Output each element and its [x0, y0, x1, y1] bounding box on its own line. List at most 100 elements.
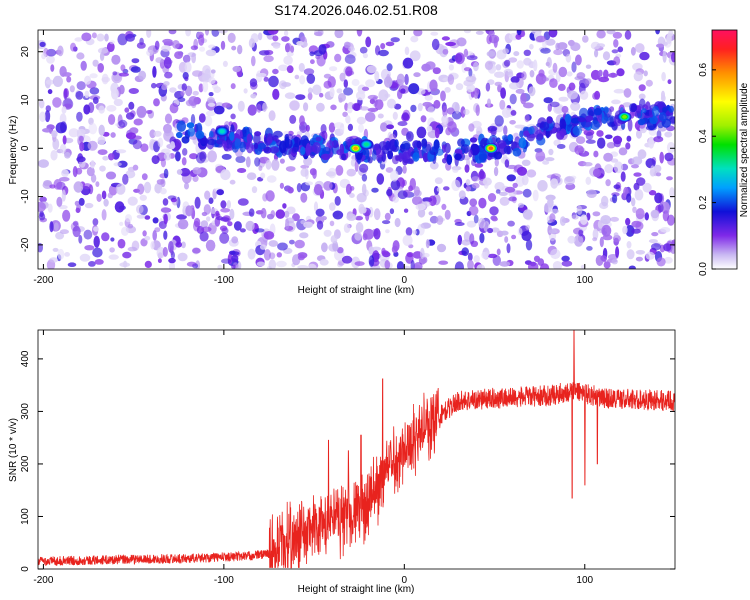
heat-cell: [282, 203, 287, 209]
heat-cell: [626, 241, 632, 249]
heat-cell: [369, 98, 375, 105]
heat-cell: [47, 89, 53, 95]
heat-cell: [305, 124, 310, 132]
heat-cell: [415, 203, 426, 211]
heat-cell: [321, 242, 328, 253]
heat-cell: [543, 97, 553, 104]
spectrogram-heat-marks: [38, 30, 675, 269]
colorbar-label: Normalized spectral amplitude: [739, 82, 750, 217]
heat-cell: [404, 46, 410, 56]
heat-cell: [634, 189, 644, 201]
heat-cell: [313, 184, 323, 196]
heat-cell: [327, 167, 337, 179]
heat-cell: [592, 237, 598, 242]
heat-cell: [192, 90, 199, 96]
heat-cell: [664, 131, 673, 138]
heat-cell: [59, 143, 67, 154]
heat-cell: [59, 229, 69, 235]
heat-cell: [451, 110, 462, 120]
heat-cell: [504, 186, 516, 193]
heat-ridge-cell: [493, 151, 503, 160]
heat-cell: [420, 115, 427, 123]
spectrogram-frame: [37, 29, 676, 270]
heat-cell: [120, 64, 126, 72]
heat-cell: [648, 239, 658, 244]
heat-cell: [198, 83, 204, 93]
snr-y-tick-label: 0: [20, 566, 31, 572]
heat-ridge-cell: [291, 147, 298, 154]
heat-cell: [101, 209, 107, 221]
heat-cell: [479, 232, 485, 244]
heat-cell: [413, 262, 423, 269]
heat-cell: [575, 136, 586, 145]
snr-y-axis-label: SNR (10 * v/v): [8, 418, 19, 482]
heat-cell: [416, 126, 427, 139]
heat-cell: [573, 234, 584, 247]
heat-cell: [374, 99, 384, 110]
heat-cell: [208, 92, 214, 97]
heat-cell: [594, 90, 601, 100]
heat-cell: [152, 66, 157, 78]
heat-cell: [479, 168, 485, 180]
heat-cell: [339, 72, 346, 82]
heat-cell: [237, 198, 249, 206]
heat-cell: [268, 75, 279, 88]
heat-cell: [127, 223, 134, 229]
heat-cell: [276, 252, 282, 258]
heat-cell: [309, 51, 315, 57]
heat-cell: [467, 252, 473, 262]
heat-cell: [413, 186, 420, 197]
heat-cell: [402, 57, 414, 69]
heat-cell: [425, 239, 430, 249]
heat-cell: [466, 220, 477, 228]
heat-cell: [523, 102, 534, 109]
heat-cell: [215, 210, 220, 217]
heat-cell: [294, 239, 305, 249]
heat-cell: [648, 190, 657, 196]
heat-cell: [109, 40, 115, 45]
heat-cell: [635, 43, 645, 53]
heat-ridge-cell: [206, 138, 217, 146]
heat-cell: [162, 246, 168, 257]
heat-cell: [427, 106, 435, 113]
heat-cell: [498, 191, 508, 196]
snr-y-tick-label: 200: [20, 455, 31, 472]
heat-cell: [283, 30, 289, 36]
heat-cell: [440, 90, 446, 102]
heat-cell: [631, 164, 639, 169]
heat-cell: [585, 131, 594, 141]
spectrogram-x-tick-label: 100: [576, 275, 593, 286]
heat-cell: [316, 220, 324, 230]
heat-cell: [75, 207, 81, 213]
heat-cell: [104, 33, 109, 42]
heat-cell: [436, 215, 444, 225]
heat-cell: [384, 212, 391, 221]
heat-cell: [259, 244, 267, 250]
heat-ridge-cell: [209, 130, 214, 138]
heat-cell: [128, 88, 139, 94]
heat-cell: [385, 229, 390, 234]
heat-cell: [522, 209, 533, 220]
heat-cell: [639, 98, 646, 109]
heat-cell: [568, 82, 576, 91]
heat-cell: [578, 229, 584, 237]
heat-cell: [612, 194, 618, 204]
heat-cell: [160, 188, 167, 195]
heat-cell: [221, 153, 232, 160]
heat-cell: [525, 224, 530, 230]
heat-cell: [219, 232, 230, 244]
heat-cell: [49, 221, 54, 233]
heat-cell: [650, 165, 656, 177]
heat-cell: [320, 123, 327, 134]
heat-cell: [286, 51, 294, 57]
heat-cell: [89, 87, 100, 95]
heat-cell: [263, 231, 275, 240]
heat-ridge-cell: [454, 148, 463, 155]
heat-cell: [239, 228, 246, 233]
heat-cell: [256, 261, 265, 267]
heat-cell: [230, 113, 236, 120]
heat-cell: [535, 35, 547, 43]
heat-ridge-cell: [651, 105, 660, 117]
heat-ridge-cell: [630, 103, 638, 113]
heat-cell: [213, 105, 225, 115]
